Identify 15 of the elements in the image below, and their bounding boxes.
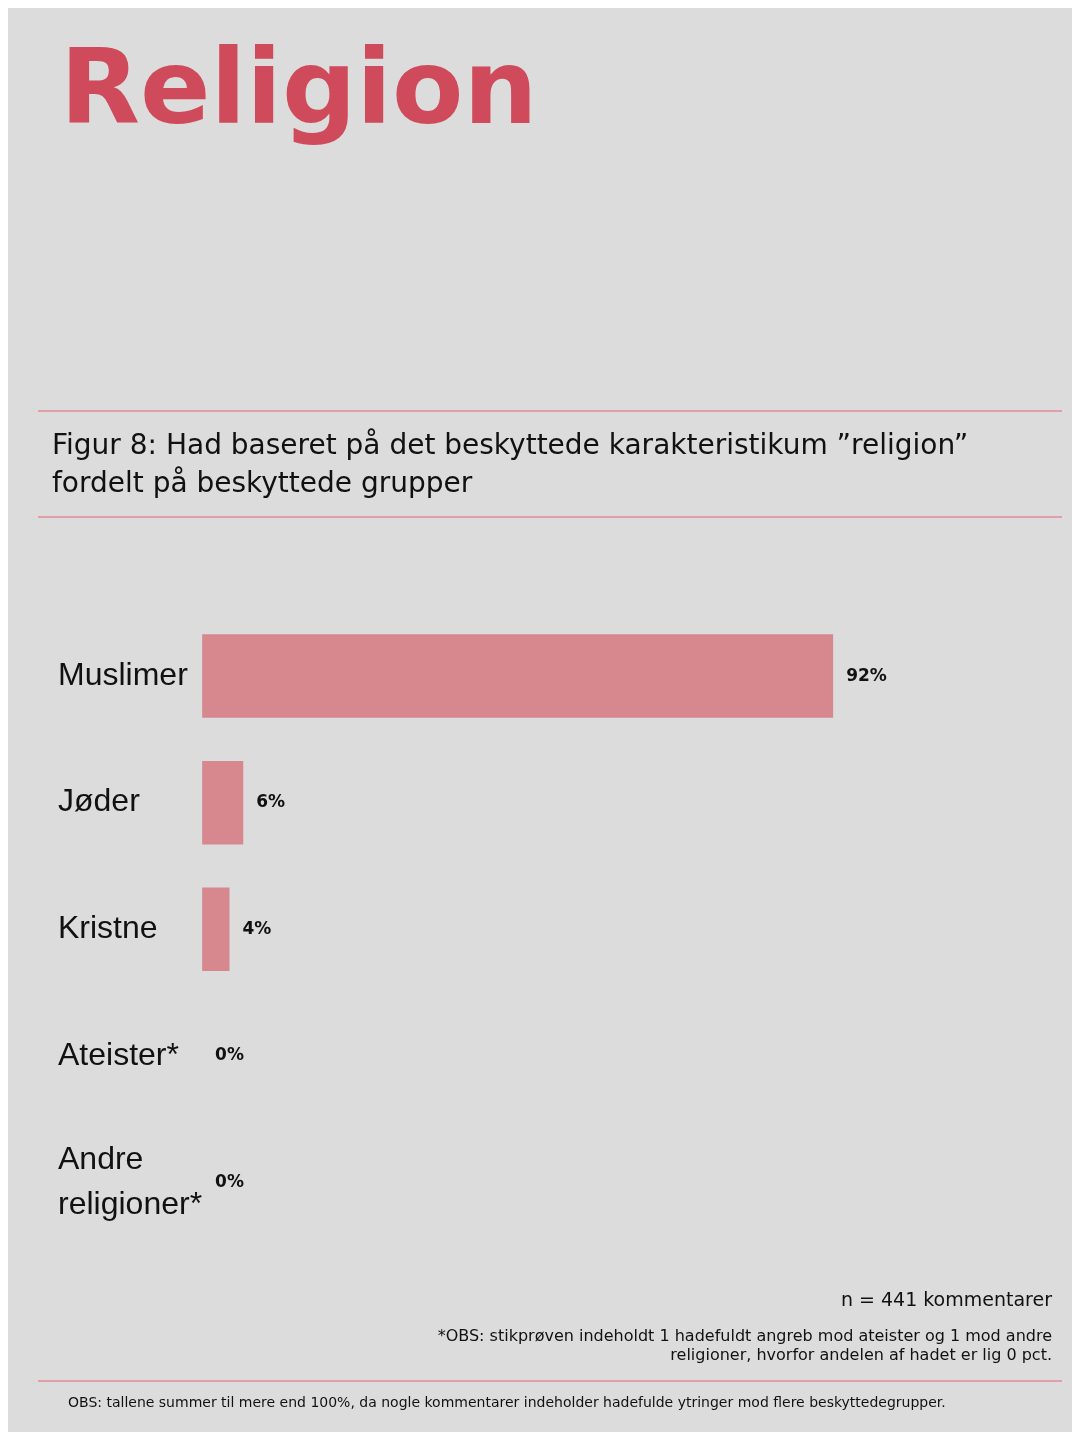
text: OBS: tallene summer til mere end 100%, da nogle kommentarer indeholder hadefulde ytringer mod flere beskyttedegrupper.: [67, 1392, 947, 1412]
y-tick-label: Ateister*: [58, 1035, 179, 1072]
chart-subtitle: Figur 8: Had baseret på det beskyttede karakteristikum ”religion” fordelt på beskyttede grupper: [51, 427, 970, 501]
data-label: 0%: [215, 1170, 244, 1191]
text: *OBS: stikprøven indeholdt 1 hadefuldt angreb mod ateister og 1 mod andre religioner, hvorfor andelen af hadet er lig 0 pct.: [436, 1325, 1052, 1364]
y-tick-label: Kristne: [58, 908, 158, 945]
chart-title: Religion: [59, 25, 539, 150]
data-label: 92%: [846, 664, 887, 685]
y-tick-label: Jøder: [58, 782, 141, 819]
y-tick-label: Andre religioner*: [58, 1139, 203, 1221]
data-label: 4%: [242, 917, 272, 938]
data-label: 6%: [256, 790, 286, 811]
data-label: 0%: [215, 1043, 244, 1064]
text: n = 441 kommentarer: [839, 1287, 1052, 1310]
y-tick-label: Muslimer: [58, 655, 189, 692]
